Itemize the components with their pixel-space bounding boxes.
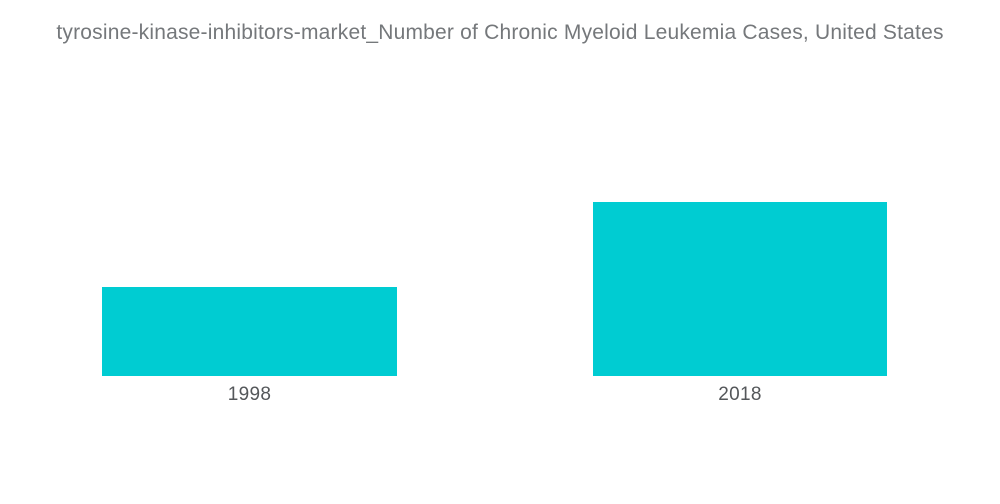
category-label-zone: 2018 <box>593 376 887 504</box>
bar-column: 2018 <box>593 0 887 504</box>
chart-title: tyrosine-kinase-inhibitors-market_Number… <box>56 21 944 44</box>
bar[interactable] <box>593 202 887 376</box>
bar-column: 1998 <box>102 0 397 504</box>
category-label: 1998 <box>227 384 272 405</box>
category-label: 2018 <box>718 384 762 405</box>
bar[interactable] <box>102 287 397 376</box>
category-label-zone: 1998 <box>102 376 397 504</box>
